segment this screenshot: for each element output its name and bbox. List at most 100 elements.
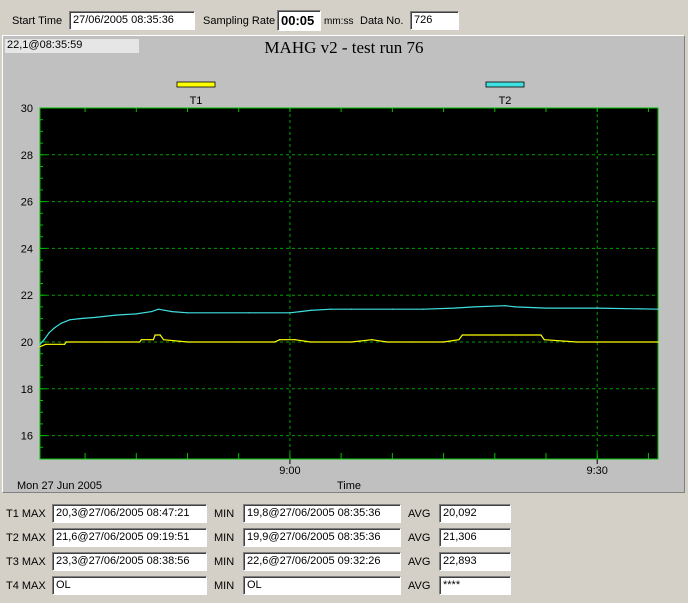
stat-avg-label: AVG bbox=[408, 556, 431, 568]
data-point-t2 bbox=[48, 332, 50, 334]
series-line-t1 bbox=[39, 334, 658, 348]
legend: T1 T2 bbox=[176, 81, 525, 107]
data-point-t1 bbox=[104, 341, 107, 343]
data-point-t2 bbox=[248, 312, 250, 314]
data-point-t1 bbox=[294, 339, 296, 341]
data-point-t2 bbox=[289, 312, 291, 314]
plot-border bbox=[39, 107, 659, 460]
data-point-t2 bbox=[299, 310, 301, 313]
stat-max-label: T2 MAX bbox=[6, 532, 46, 544]
data-point-t1 bbox=[186, 341, 189, 343]
data-point-t2 bbox=[657, 308, 659, 310]
stat-min-field[interactable]: OL bbox=[243, 576, 401, 595]
data-point-t2 bbox=[53, 327, 55, 329]
data-point-t2 bbox=[115, 314, 117, 316]
stat-max-field[interactable]: 20,3@27/06/2005 08:47:21 bbox=[52, 504, 207, 523]
data-point-t2 bbox=[596, 307, 598, 309]
sampling-rate-label: Sampling Rate bbox=[203, 15, 276, 27]
data-point-t1 bbox=[39, 346, 41, 348]
data-point-t2 bbox=[576, 307, 578, 309]
stat-max-label: T4 MAX bbox=[6, 580, 46, 592]
y-tick-label: 16 bbox=[21, 431, 33, 443]
data-point-t2 bbox=[43, 339, 45, 341]
temperature-chart[interactable]: T1 T2 16 18 20 22 24 26 28 30 9:00 9:30 Mon 27 Jun… bbox=[0, 0, 688, 496]
y-tick-label: 28 bbox=[21, 150, 33, 162]
legend-label-t1: T1 bbox=[190, 95, 203, 107]
start-time-field[interactable]: 27/06/2005 08:35:36 bbox=[69, 11, 195, 30]
data-point-t2 bbox=[391, 308, 393, 310]
stat-min-field[interactable]: 19,8@27/06/2005 08:35:36 bbox=[243, 504, 401, 523]
data-point-t1 bbox=[540, 334, 542, 336]
stat-min-label: MIN bbox=[214, 532, 235, 544]
stat-max-label: T1 MAX bbox=[6, 508, 46, 520]
cursor-readout: 22,1@08:35:59 bbox=[5, 39, 139, 53]
data-point-t1 bbox=[152, 339, 154, 341]
stat-max-field[interactable]: OL bbox=[52, 576, 207, 595]
sampling-rate-field[interactable]: 00:05 bbox=[277, 10, 321, 31]
data-point-t1 bbox=[309, 341, 312, 343]
data-point-t2 bbox=[79, 318, 81, 320]
data-point-t2 bbox=[514, 306, 516, 308]
y-tick-label: 18 bbox=[21, 384, 33, 396]
y-tick-label: 20 bbox=[21, 337, 33, 349]
stat-avg-field[interactable]: 22,893 bbox=[439, 552, 511, 571]
stat-max-field[interactable]: 21,6@27/06/2005 09:19:51 bbox=[52, 528, 207, 547]
data-point-t2 bbox=[186, 312, 189, 314]
data-point-t1 bbox=[154, 334, 156, 336]
data-point-t1 bbox=[140, 339, 143, 341]
sampling-rate-unit: mm:ss bbox=[324, 16, 354, 27]
legend-swatch-t1 bbox=[176, 81, 216, 88]
data-point-t1 bbox=[273, 341, 276, 343]
data-point-t2 bbox=[545, 307, 547, 309]
y-tick-label: 24 bbox=[21, 243, 33, 255]
y-tick-label: 26 bbox=[21, 197, 33, 209]
x-tick-label: 9:00 bbox=[279, 465, 300, 477]
stat-avg-field[interactable]: **** bbox=[439, 576, 511, 595]
data-point-t1 bbox=[461, 334, 463, 336]
data-point-t2 bbox=[60, 322, 62, 324]
plot-area[interactable] bbox=[40, 108, 658, 459]
stat-avg-field[interactable]: 21,306 bbox=[439, 528, 511, 547]
data-point-t1 bbox=[279, 339, 281, 341]
stat-avg-label: AVG bbox=[408, 532, 431, 544]
statistics-panel: T1 MAX 20,3@27/06/2005 08:47:21 MIN 19,8@27… bbox=[0, 496, 688, 603]
data-point-t2 bbox=[473, 306, 475, 308]
data-point-t1 bbox=[63, 343, 66, 345]
data-point-t1 bbox=[386, 341, 388, 343]
data-point-t1 bbox=[238, 341, 240, 343]
stat-avg-label: AVG bbox=[408, 508, 431, 520]
stat-min-field[interactable]: 19,9@27/06/2005 08:35:36 bbox=[243, 528, 401, 547]
data-point-t2 bbox=[422, 308, 424, 310]
stat-max-field[interactable]: 23,3@27/06/2005 08:38:56 bbox=[52, 552, 207, 571]
toolbar: Start Time 27/06/2005 08:35:36 Sampling … bbox=[0, 0, 688, 34]
data-point-t2 bbox=[69, 319, 71, 321]
y-tick-label: 22 bbox=[21, 290, 33, 302]
data-point-t1 bbox=[458, 339, 460, 341]
series-lines bbox=[39, 305, 659, 348]
data-point-t1 bbox=[84, 341, 86, 343]
stat-min-label: MIN bbox=[214, 580, 235, 592]
data-point-t1 bbox=[163, 339, 165, 341]
start-time-label: Start Time bbox=[12, 15, 63, 27]
data-point-t2 bbox=[330, 308, 332, 310]
stat-avg-field[interactable]: 20,092 bbox=[439, 504, 511, 523]
legend-swatch-t2 bbox=[485, 81, 525, 88]
y-tick-label: 30 bbox=[21, 103, 33, 115]
x-tick-label: 9:30 bbox=[587, 465, 608, 477]
data-point-t1 bbox=[45, 343, 47, 345]
data-point-t1 bbox=[350, 341, 352, 343]
axes: 16 18 20 22 24 26 28 30 9:00 9:30 bbox=[21, 103, 659, 477]
stat-min-field[interactable]: 22,6@27/06/2005 09:32:26 bbox=[243, 552, 401, 571]
data-point-t1 bbox=[139, 341, 141, 343]
data-point-t1 bbox=[412, 341, 414, 343]
date-label: Mon 27 Jun 2005 bbox=[17, 480, 102, 492]
data-no-field[interactable]: 726 bbox=[410, 11, 459, 30]
data-point-t1 bbox=[442, 341, 445, 343]
data-point-t1 bbox=[58, 343, 61, 345]
data-point-t2 bbox=[151, 310, 153, 313]
data-point-t2 bbox=[350, 308, 352, 310]
data-point-t1 bbox=[657, 341, 659, 343]
data-point-t1 bbox=[125, 341, 127, 343]
data-point-t2 bbox=[39, 343, 41, 345]
data-point-t2 bbox=[453, 307, 455, 309]
